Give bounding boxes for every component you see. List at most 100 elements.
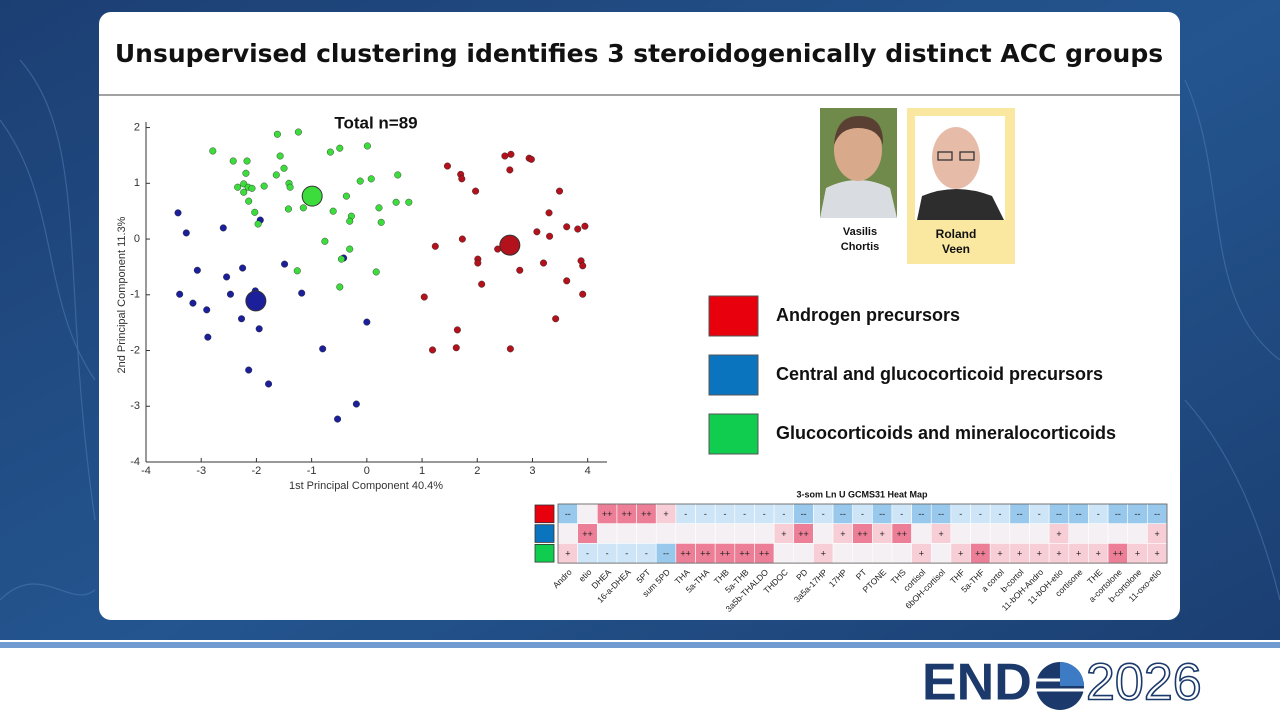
point xyxy=(294,128,302,136)
point xyxy=(429,346,437,354)
logo-left: END xyxy=(922,654,1032,712)
point xyxy=(346,245,354,253)
point xyxy=(574,225,582,233)
heat-cell-label: - xyxy=(625,549,628,559)
heat-cell-label: + xyxy=(1155,529,1160,539)
heat-cell-label: + xyxy=(938,529,943,539)
point xyxy=(472,187,480,195)
point xyxy=(245,197,253,205)
point xyxy=(223,273,231,281)
heat-cell xyxy=(970,523,991,544)
point xyxy=(356,177,364,185)
heat-cell-label: ++ xyxy=(622,509,633,519)
heat-cell-label: ++ xyxy=(759,549,770,559)
heat-cell xyxy=(911,523,932,544)
point xyxy=(458,175,466,183)
heat-cell xyxy=(577,503,598,525)
heat-cell-label: -- xyxy=(840,509,846,519)
point xyxy=(453,326,461,334)
point xyxy=(251,208,259,216)
point xyxy=(334,415,342,423)
point xyxy=(546,232,554,240)
point xyxy=(527,155,535,163)
heat-cell-label: ++ xyxy=(1113,549,1124,559)
point xyxy=(193,266,201,274)
heat-cell xyxy=(1127,523,1148,544)
point xyxy=(431,242,439,250)
logo-right: 2026 xyxy=(1086,654,1202,712)
heat-cell-label: + xyxy=(1096,549,1101,559)
y-tick-label: 1 xyxy=(134,177,140,189)
point xyxy=(189,299,197,307)
heat-cell-label: - xyxy=(861,509,864,519)
y-tick-label: -4 xyxy=(130,456,140,468)
legend-label: Central and glucocorticoid precursors xyxy=(776,364,1103,384)
legend-swatch xyxy=(708,354,759,396)
heatmap-title: 3-som Ln U GCMS31 Heat Map xyxy=(796,489,928,499)
point xyxy=(336,283,344,291)
point xyxy=(243,157,251,165)
x-tick-label: -4 xyxy=(141,465,151,477)
point xyxy=(363,142,371,150)
point xyxy=(545,209,553,217)
x-tick-label: 0 xyxy=(364,465,370,477)
heat-cell xyxy=(1029,523,1050,544)
heat-cell-label: - xyxy=(979,509,982,519)
point xyxy=(219,224,227,232)
heat-cell-label: - xyxy=(684,509,687,519)
point xyxy=(506,166,514,174)
heat-cell xyxy=(832,543,853,564)
heat-cell xyxy=(1107,523,1129,544)
heat-cell-label: -- xyxy=(1076,509,1082,519)
point xyxy=(293,267,301,275)
centroid xyxy=(499,234,521,256)
centroid xyxy=(245,290,267,312)
person-name: Chortis xyxy=(841,241,880,253)
heat-cell-label: - xyxy=(1038,509,1041,519)
point xyxy=(579,262,587,270)
heat-cell-label: ++ xyxy=(897,529,908,539)
x-tick-label: 2 xyxy=(474,465,480,477)
heat-cell-label: - xyxy=(763,509,766,519)
heat-cell xyxy=(695,523,716,544)
heat-cell xyxy=(1088,523,1109,544)
point xyxy=(182,229,190,237)
x-tick-label: 4 xyxy=(585,465,591,477)
y-tick-label: 0 xyxy=(134,233,140,245)
heat-cell-label: ++ xyxy=(739,549,750,559)
legend-label: Androgen precursors xyxy=(776,305,960,325)
heat-cell-label: + xyxy=(1017,549,1022,559)
point xyxy=(501,152,509,160)
heat-cell-label: + xyxy=(1037,549,1042,559)
heat-cell-label: - xyxy=(723,509,726,519)
point xyxy=(392,198,400,206)
heat-cell xyxy=(950,523,971,544)
x-tick-label: -1 xyxy=(307,465,317,477)
point xyxy=(203,306,211,314)
heat-cell xyxy=(793,543,814,564)
legend-label: Glucocorticoids and mineralocorticoids xyxy=(776,423,1116,443)
heat-cell-label: + xyxy=(919,549,924,559)
point xyxy=(281,260,289,268)
point xyxy=(286,183,294,191)
point xyxy=(375,204,383,212)
heat-cell xyxy=(930,543,952,564)
heat-cell-label: - xyxy=(645,549,648,559)
heat-cell-label: ++ xyxy=(641,509,652,519)
heat-cell-label: - xyxy=(606,549,609,559)
heatmap-frame xyxy=(557,503,1168,564)
point xyxy=(533,228,541,236)
heat-cell-label: -- xyxy=(1154,509,1160,519)
point xyxy=(474,259,482,267)
heat-cell-label: -- xyxy=(801,509,807,519)
heat-cell-label: -- xyxy=(1056,509,1062,519)
heat-cell xyxy=(891,543,912,564)
y-tick-label: -3 xyxy=(130,400,140,412)
centroid xyxy=(301,185,323,207)
heat-cell-label: -- xyxy=(1115,509,1121,519)
point xyxy=(299,204,307,212)
point xyxy=(273,130,281,138)
heat-cell-label: -- xyxy=(879,509,885,519)
point xyxy=(272,171,280,179)
heat-cell-label: ++ xyxy=(680,549,691,559)
